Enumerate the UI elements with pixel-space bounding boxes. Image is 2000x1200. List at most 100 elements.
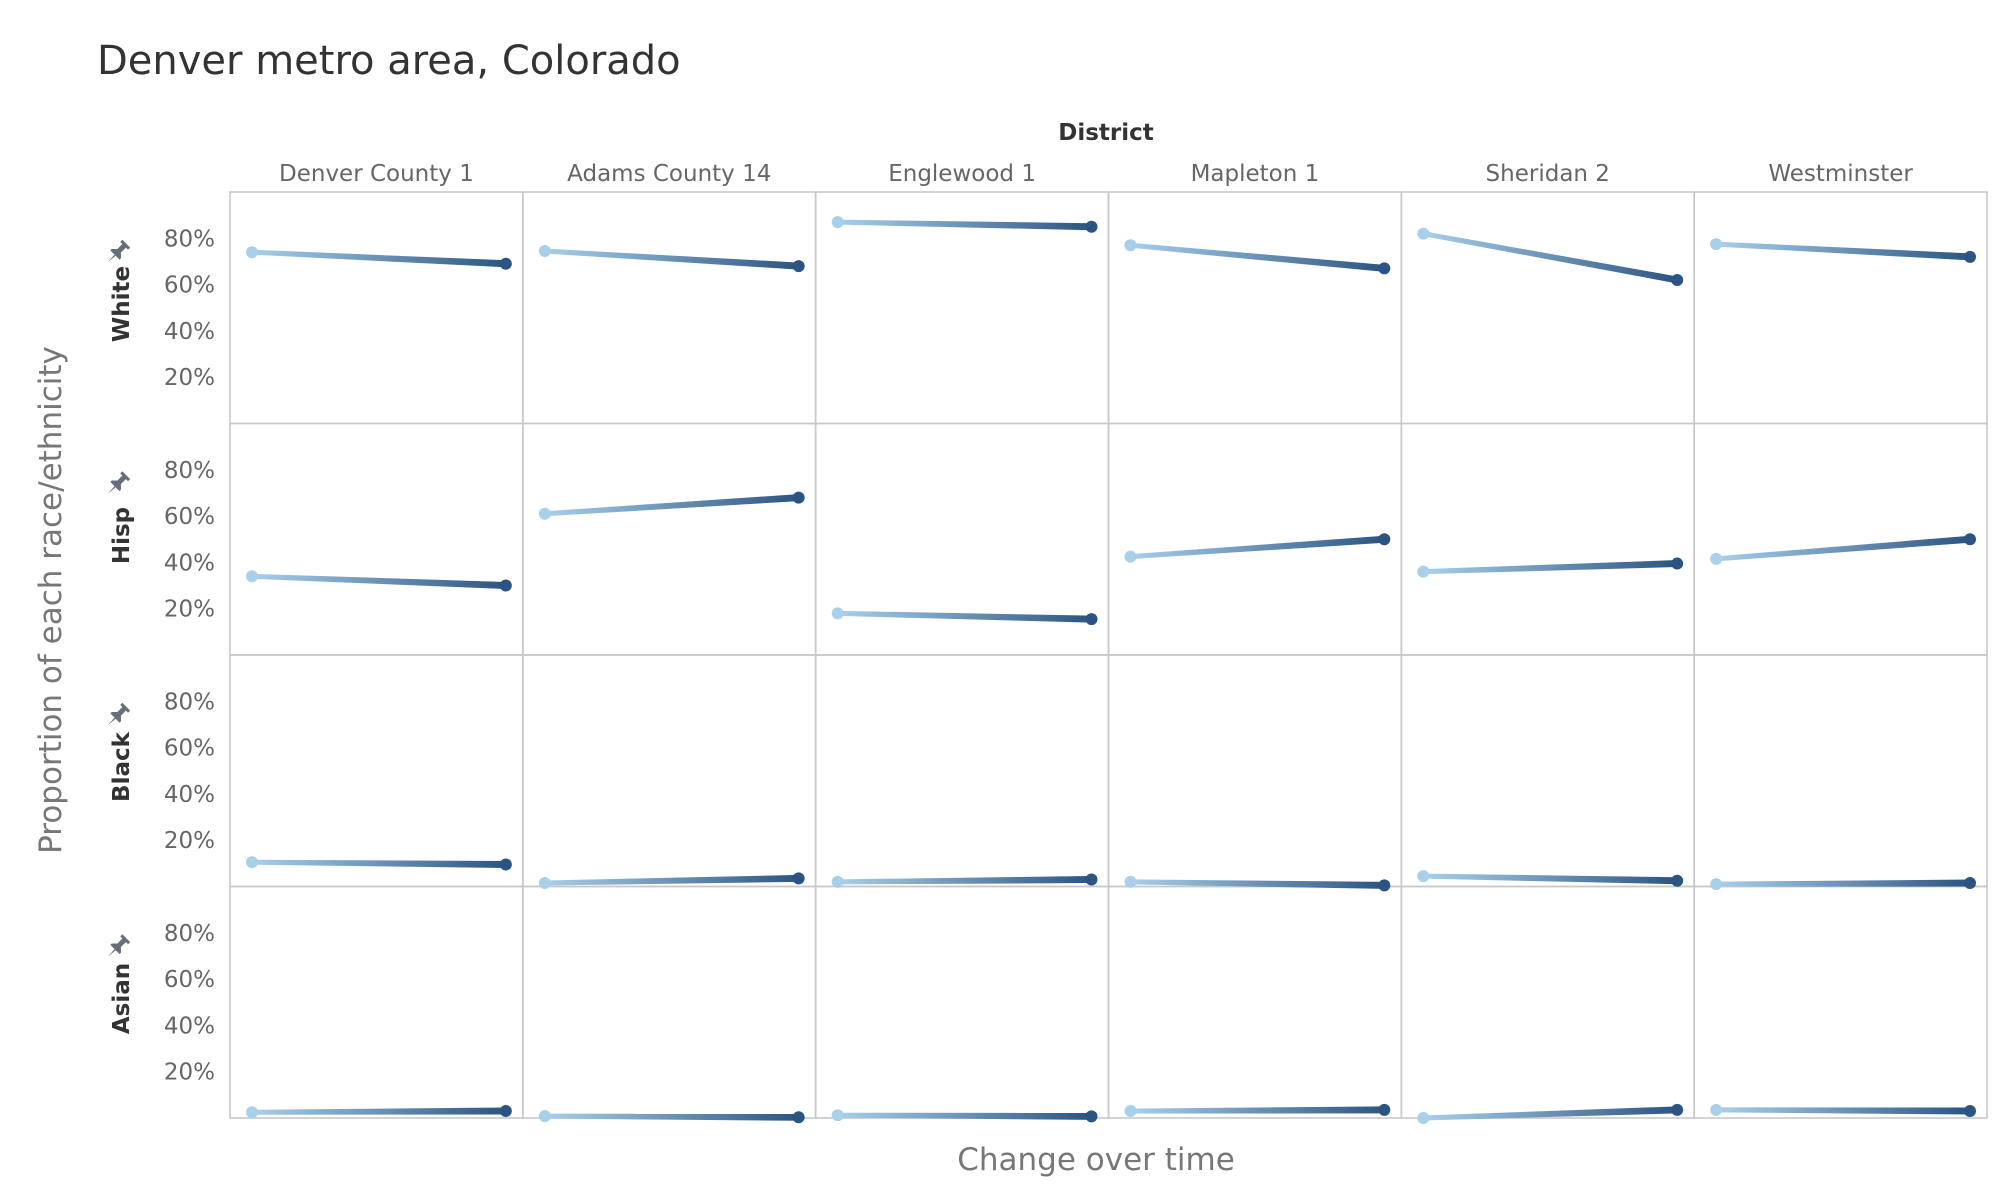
series-line	[544, 494, 799, 517]
row-header: White	[109, 266, 135, 342]
end-point	[792, 1111, 805, 1124]
end-point	[1964, 533, 1976, 546]
start-point	[1417, 565, 1430, 578]
series-line	[1130, 535, 1385, 560]
y-tick-label: 20%	[164, 365, 215, 391]
y-tick-label: 80%	[164, 921, 215, 947]
end-point	[499, 579, 512, 592]
pin-icon	[103, 702, 131, 730]
series-line	[1423, 560, 1678, 575]
panel-frame	[1400, 191, 1695, 425]
series-line	[1716, 879, 1970, 887]
start-point	[1710, 552, 1723, 565]
series-line	[252, 249, 506, 268]
y-tick-label: 60%	[164, 273, 215, 299]
y-tick-label: 80%	[164, 689, 215, 715]
end-point	[1085, 1110, 1098, 1123]
start-point	[1124, 550, 1137, 563]
x-axis-title: Change over time	[957, 1142, 1235, 1178]
y-tick-label: 60%	[164, 967, 215, 993]
start-point	[538, 1110, 551, 1123]
series-line	[544, 248, 799, 270]
panel-frame	[229, 885, 524, 1119]
end-point	[1671, 874, 1684, 887]
start-point	[831, 607, 844, 620]
series-line	[1716, 1107, 1970, 1115]
panel-frame	[1693, 654, 1988, 888]
y-tick-label: 40%	[164, 1013, 215, 1039]
pin-icon	[103, 933, 131, 962]
end-point	[1378, 1103, 1391, 1116]
series-line	[544, 1113, 799, 1121]
end-point	[1671, 1103, 1684, 1116]
start-point	[538, 877, 551, 890]
series-line	[1716, 535, 1970, 562]
panel-frame	[1107, 654, 1403, 888]
end-point	[1671, 557, 1684, 570]
start-point	[1417, 1112, 1430, 1124]
end-point	[792, 260, 805, 273]
series-line	[544, 874, 799, 886]
series-line	[1423, 1106, 1678, 1121]
y-tick-label: 40%	[164, 550, 215, 576]
panel-frame	[522, 885, 817, 1119]
end-point	[792, 872, 805, 885]
y-tick-label: 40%	[164, 782, 215, 808]
end-point	[1671, 273, 1684, 286]
end-point	[499, 257, 512, 270]
end-point	[1378, 262, 1391, 275]
pin-icon	[103, 239, 131, 267]
start-point	[1417, 870, 1430, 883]
y-tick-label: 60%	[164, 504, 215, 530]
start-point	[1124, 875, 1137, 888]
start-point	[246, 570, 258, 583]
series-line	[1423, 231, 1678, 284]
series-line	[1130, 242, 1385, 272]
row-header: Asian	[109, 963, 135, 1034]
y-tick-label: 20%	[164, 828, 215, 854]
y-tick-label: 40%	[164, 319, 215, 345]
series-line	[837, 1112, 1092, 1120]
start-point	[1124, 239, 1137, 252]
start-point	[538, 507, 551, 520]
start-point	[831, 216, 844, 229]
series-line	[252, 573, 506, 590]
end-point	[1378, 879, 1391, 892]
end-point	[1964, 877, 1976, 890]
column-header: Englewood 1	[888, 161, 1036, 187]
column-header: Westminster	[1768, 161, 1913, 187]
end-point	[1964, 250, 1976, 263]
column-header: Mapleton 1	[1191, 161, 1320, 187]
series-line	[1716, 241, 1970, 261]
chart-title: Denver metro area, Colorado	[97, 38, 681, 84]
series-line	[837, 610, 1092, 623]
start-point	[1417, 227, 1430, 240]
column-group-label: District	[1058, 120, 1154, 146]
panel-frame	[1400, 654, 1695, 888]
panel-frame	[229, 422, 524, 656]
panel-frame	[1400, 422, 1695, 656]
y-tick-label: 80%	[164, 458, 215, 484]
series-line	[837, 876, 1092, 885]
row-header: Hisp	[109, 507, 135, 564]
y-tick-label: 60%	[164, 736, 215, 762]
panel-frame	[814, 885, 1110, 1119]
y-axis-title: Proportion of each race/ethnicity	[33, 346, 69, 854]
series-line	[1130, 1106, 1385, 1114]
series-line	[837, 219, 1092, 231]
panel-frame	[522, 191, 817, 425]
start-point	[246, 1106, 258, 1119]
start-point	[246, 856, 258, 869]
end-point	[1085, 613, 1098, 626]
panel-frame	[1400, 885, 1695, 1119]
series-line	[252, 859, 506, 869]
column-header: Sheridan 2	[1486, 161, 1610, 187]
end-point	[499, 858, 512, 871]
end-point	[1085, 220, 1098, 233]
start-point	[831, 1109, 844, 1122]
row-header: Black	[109, 731, 135, 802]
panel-frame	[1693, 191, 1988, 425]
panel-frame	[1107, 191, 1403, 425]
y-tick-label: 20%	[164, 597, 215, 623]
